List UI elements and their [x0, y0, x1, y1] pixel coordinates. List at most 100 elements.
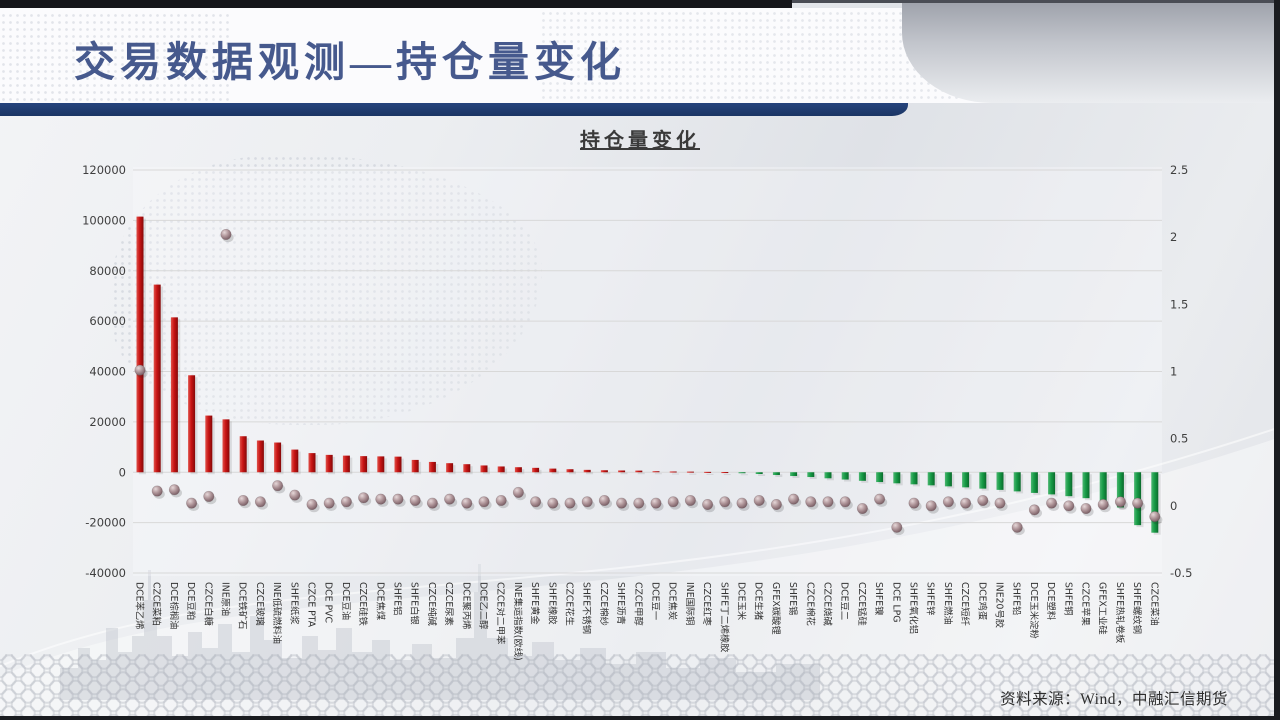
bar [944, 472, 952, 487]
x-axis-label: SHFE沥青 [615, 582, 627, 625]
bar-shadow [689, 473, 697, 475]
bar [325, 454, 333, 473]
bar [256, 440, 264, 473]
chart-title: 持仓量变化 [580, 130, 700, 152]
swoosh-decoration [0, 426, 1280, 720]
x-axis-label: SHFE热轧卷板 [1114, 582, 1126, 643]
scatter-marker [788, 493, 800, 505]
bar [583, 469, 591, 473]
scatter-marker [220, 228, 232, 240]
bar [291, 449, 299, 473]
x-axis-label: SHFE丁二烯橡胶 [718, 582, 730, 653]
bar [153, 284, 161, 473]
bar [686, 471, 694, 473]
scatter-marker [426, 497, 438, 509]
x-axis-label: CZCE白糖 [202, 582, 214, 626]
scatter-marker [358, 492, 370, 504]
y2-axis-label: 2 [1170, 230, 1177, 244]
scatter-marker [736, 497, 748, 509]
x-axis-label: CZCE对二甲苯 [495, 582, 507, 644]
bar [308, 453, 316, 473]
x-axis-label: DCE铁矿石 [237, 582, 249, 629]
bar [274, 442, 282, 473]
right-edge-bar [1274, 0, 1280, 720]
bar [566, 469, 574, 473]
bar [600, 470, 608, 473]
bar-shadow [706, 473, 714, 475]
x-axis-label: DCE PVC [323, 582, 334, 623]
bar [1151, 472, 1159, 533]
x-axis-label: DCE鸡蛋 [976, 582, 988, 620]
scatter-marker [272, 480, 284, 492]
scatter-marker [753, 494, 765, 506]
scatter-marker [1080, 503, 1092, 515]
world-map-dots-decoration [112, 155, 542, 425]
bar-shadow [637, 472, 645, 475]
bar [428, 461, 436, 473]
scatter-marker [495, 494, 507, 506]
x-axis-label: INE低硫燃料油 [271, 582, 283, 644]
x-axis-label: SHFE铜 [1062, 582, 1074, 615]
x-axis-label: DCE生猪 [753, 582, 765, 620]
bar [721, 472, 729, 474]
scatter-marker [530, 496, 542, 508]
scatter-marker [444, 493, 456, 505]
hexagon-pattern-decoration [0, 654, 1280, 716]
x-axis-label: CZCE短纤 [959, 582, 971, 626]
scatter-marker [134, 364, 146, 376]
scatter-marker [409, 494, 421, 506]
scatter-marker [822, 496, 834, 508]
bar [411, 459, 419, 473]
bar [858, 472, 866, 481]
bar [1013, 472, 1021, 492]
bar [824, 472, 832, 479]
x-axis-label: CZCE棉纱 [598, 582, 610, 626]
x-axis-label: DCE焦煤 [374, 582, 386, 620]
scatter-marker [1011, 521, 1023, 533]
scatter-marker [633, 497, 645, 509]
scatter-marker [667, 496, 679, 508]
bar [342, 455, 350, 473]
bar [704, 471, 712, 473]
gridlines [133, 169, 1162, 574]
x-axis-label: SHFE橡胶 [546, 582, 558, 625]
bar [962, 472, 970, 488]
scatter-marker [960, 497, 972, 509]
bar [549, 468, 557, 473]
bar [755, 472, 763, 475]
y-axis-label: 80000 [89, 264, 126, 278]
x-axis-label: CZCE棉花 [804, 582, 816, 626]
x-axis-label: DCE豆二 [839, 582, 850, 620]
bar [463, 464, 471, 473]
x-axis-label: DCE聚丙烯 [460, 582, 472, 629]
bar [1082, 472, 1090, 499]
x-axis-label: CZCE PTA [306, 582, 317, 628]
top-edge-line [792, 0, 1280, 3]
bottom-edge-bar [0, 716, 1280, 720]
y-axis-label: 20000 [89, 415, 126, 429]
bar [893, 472, 901, 484]
y-axis-label: -20000 [85, 516, 126, 530]
y-axis-label: -40000 [85, 566, 126, 580]
x-axis-label: DCE豆粕 [185, 582, 197, 620]
scatter-marker [254, 496, 266, 508]
scatter-marker [564, 497, 576, 509]
bar-shadow [551, 470, 559, 475]
scatter-marker [375, 493, 387, 505]
scatter-marker [151, 485, 163, 497]
bar-shadow [672, 473, 680, 475]
bar-shadow [740, 474, 748, 476]
page-title: 交易数据观测—持仓量变化 [74, 39, 626, 85]
x-axis-label: SHFE铝 [392, 582, 404, 615]
header-corner-swoosh [902, 3, 1274, 103]
scatter-series [134, 228, 1163, 536]
scatter-marker [581, 496, 593, 508]
scatter-marker [1114, 496, 1126, 508]
scatter-marker [289, 489, 301, 501]
scatter-marker [1132, 497, 1144, 509]
x-axis-label: CZCE菜粕 [151, 582, 163, 626]
scatter-marker [1063, 500, 1075, 512]
bar [497, 466, 505, 473]
